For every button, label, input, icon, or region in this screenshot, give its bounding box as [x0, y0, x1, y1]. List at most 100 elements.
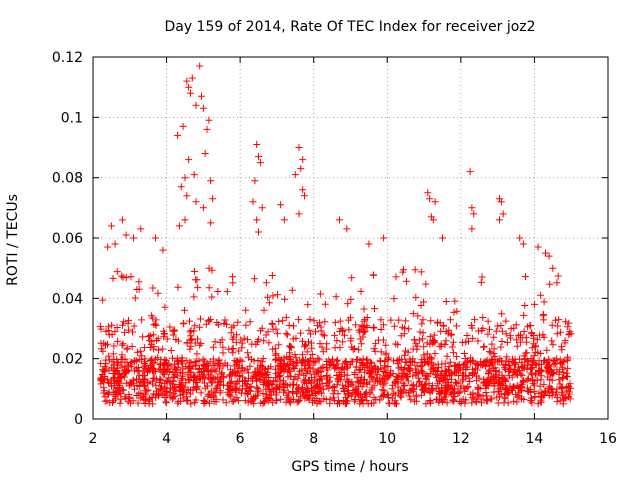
data-point	[285, 389, 293, 397]
data-point	[186, 390, 194, 398]
data-point	[269, 399, 277, 407]
data-point	[111, 240, 119, 248]
data-point	[156, 378, 164, 386]
data-point	[466, 168, 474, 176]
data-point	[485, 347, 493, 355]
data-point	[205, 264, 213, 272]
data-point	[307, 339, 315, 347]
data-point	[531, 349, 539, 357]
data-point	[370, 382, 378, 390]
data-point	[492, 371, 500, 379]
data-point	[182, 379, 190, 387]
data-point	[282, 330, 290, 338]
data-point	[565, 382, 572, 390]
data-point	[360, 391, 368, 398]
data-point	[256, 375, 264, 383]
data-point	[344, 391, 352, 399]
data-point	[556, 356, 564, 364]
data-point	[402, 389, 410, 397]
data-point	[234, 397, 242, 405]
y-tick-label: 0.1	[61, 110, 83, 126]
data-point	[532, 342, 540, 350]
data-point	[369, 271, 377, 279]
data-point	[323, 373, 331, 381]
data-point	[430, 337, 438, 345]
data-point	[564, 373, 571, 381]
data-point	[295, 397, 303, 404]
data-point	[562, 318, 570, 326]
data-point	[442, 298, 450, 305]
data-point	[528, 329, 536, 337]
data-point	[437, 389, 445, 397]
data-point	[123, 345, 131, 353]
data-point	[445, 382, 452, 390]
data-point	[425, 360, 433, 368]
data-point	[561, 337, 569, 345]
data-point	[351, 371, 359, 378]
data-point	[269, 320, 276, 328]
data-point	[154, 390, 162, 398]
data-point	[519, 240, 527, 248]
data-point	[196, 341, 204, 349]
data-point	[443, 385, 451, 393]
data-point	[469, 369, 476, 377]
data-point	[530, 381, 538, 389]
data-point	[382, 341, 390, 349]
data-point	[220, 320, 228, 327]
data-point	[426, 397, 434, 404]
data-point	[363, 379, 370, 387]
data-point	[548, 321, 556, 329]
data-point	[238, 344, 246, 352]
data-point	[145, 397, 153, 405]
data-point	[226, 385, 234, 393]
data-point	[174, 399, 182, 407]
data-point	[527, 397, 535, 405]
data-point	[404, 364, 412, 372]
data-point	[272, 325, 280, 333]
data-point	[287, 344, 295, 352]
data-point	[159, 246, 167, 254]
data-point	[186, 337, 194, 345]
data-point	[194, 284, 202, 292]
data-point	[302, 388, 309, 396]
data-point	[215, 357, 223, 365]
data-point	[100, 339, 108, 347]
data-point	[495, 358, 503, 366]
data-point	[405, 392, 413, 400]
data-point	[553, 330, 561, 338]
data-point	[554, 272, 562, 280]
data-point	[176, 391, 184, 399]
data-point	[198, 92, 205, 100]
data-point	[252, 340, 260, 348]
data-point	[528, 364, 535, 372]
data-point	[548, 337, 556, 345]
data-point	[228, 397, 236, 405]
data-point	[565, 319, 573, 327]
data-point	[420, 343, 428, 351]
data-point	[107, 222, 115, 230]
data-point	[281, 386, 289, 394]
data-point	[341, 359, 349, 367]
data-point	[396, 392, 404, 400]
data-point	[179, 385, 187, 393]
data-point	[531, 393, 539, 401]
data-point	[395, 316, 403, 324]
data-point	[513, 398, 521, 406]
data-point	[321, 318, 329, 326]
data-point	[161, 367, 169, 375]
data-point	[523, 338, 531, 346]
data-point	[507, 334, 514, 342]
data-point	[542, 249, 549, 257]
data-point	[451, 385, 458, 393]
data-point	[429, 216, 437, 224]
data-point	[443, 375, 451, 383]
data-point	[109, 399, 116, 406]
y-tick-label: 0.02	[52, 352, 83, 368]
data-point	[202, 320, 210, 328]
data-point	[408, 386, 416, 394]
data-point	[450, 388, 458, 396]
data-point	[335, 397, 342, 404]
data-point	[404, 348, 412, 356]
data-point	[252, 373, 260, 381]
data-point	[277, 395, 285, 403]
